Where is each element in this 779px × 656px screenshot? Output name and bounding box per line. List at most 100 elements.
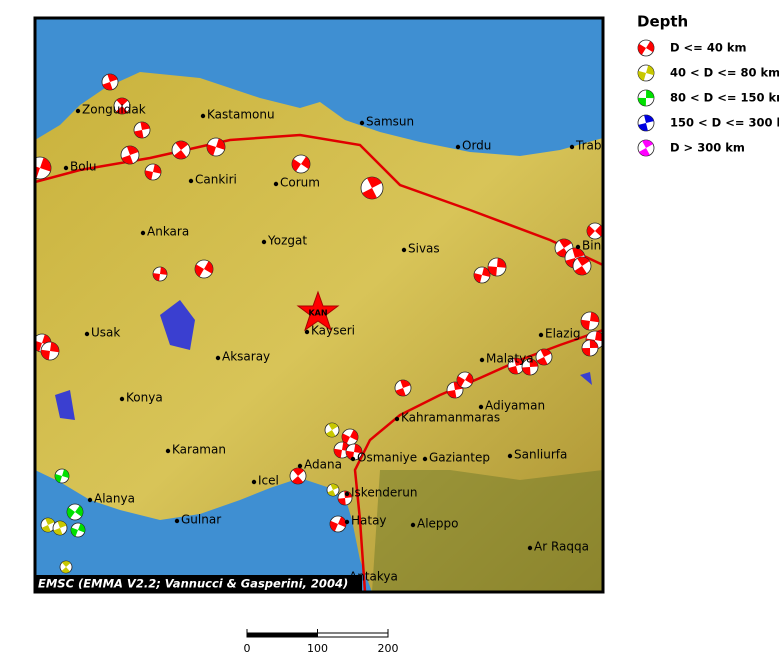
city-label: Aleppo bbox=[417, 517, 459, 531]
focal-mechanism-quadrant bbox=[362, 177, 382, 199]
city-label: Ar Raqqa bbox=[534, 540, 589, 554]
city-label: Sivas bbox=[408, 242, 440, 256]
city-dot bbox=[359, 120, 365, 126]
city-dot bbox=[215, 355, 221, 361]
focal-mechanism-quadrant bbox=[53, 521, 67, 535]
focal-mechanism-quadrant bbox=[41, 342, 59, 360]
focal-mechanism-quadrant bbox=[488, 258, 506, 276]
legend-label: 80 < D <= 150 km bbox=[670, 91, 779, 105]
lakes bbox=[55, 300, 592, 420]
focal-mechanism-quadrant bbox=[447, 382, 463, 398]
city-dot bbox=[251, 479, 257, 485]
legend-label: D <= 40 km bbox=[670, 41, 746, 55]
city-dot bbox=[165, 448, 171, 454]
focal-mechanism-quadrant bbox=[67, 505, 83, 519]
focal-mechanism-quadrant bbox=[587, 225, 603, 237]
city-dot bbox=[569, 144, 575, 150]
focal-mechanism-quadrant bbox=[195, 261, 213, 277]
focal-mechanism-quadrant bbox=[292, 156, 310, 172]
city-dot bbox=[63, 165, 69, 171]
city-dot bbox=[297, 463, 303, 469]
map-frame bbox=[33, 16, 605, 594]
epicenter-label: KAN bbox=[308, 309, 327, 318]
city-label: Trabzon bbox=[575, 139, 623, 153]
city-label: Sanliurfa bbox=[514, 448, 567, 462]
city-dot bbox=[350, 456, 356, 462]
city-dot bbox=[304, 329, 310, 335]
map-area: Zonguldak Kastamonu Samsun Ordu Trabzon Bolu C… bbox=[35, 18, 623, 592]
city-label: Adana bbox=[304, 458, 342, 472]
city-dot bbox=[344, 519, 350, 525]
city-dot bbox=[344, 491, 350, 497]
city-label: Usak bbox=[91, 326, 120, 340]
city-dot bbox=[188, 178, 194, 184]
city-label: Bingol bbox=[582, 239, 619, 253]
city-dot bbox=[575, 244, 581, 250]
focal-mechanism-quadrant bbox=[326, 423, 338, 437]
city-dot bbox=[394, 416, 400, 422]
focal-mechanism-quadrant bbox=[556, 239, 572, 257]
focal-mechanism-quadrant bbox=[638, 115, 654, 131]
scale-tick-label: 0 bbox=[244, 642, 251, 655]
focal-mechanism-quadrant bbox=[574, 257, 590, 275]
focal-mechanism-quadrant bbox=[35, 157, 51, 179]
focal-mechanism-quadrant bbox=[522, 359, 538, 375]
city-label: Gaziantep bbox=[429, 451, 490, 465]
focal-mechanism-quadrant bbox=[457, 373, 473, 387]
focal-mechanism-quadrant bbox=[581, 312, 599, 330]
city-label: Ordu bbox=[462, 139, 491, 153]
city-dot bbox=[538, 332, 544, 338]
focal-mechanism-quadrant bbox=[35, 334, 51, 352]
city-dot bbox=[87, 497, 93, 503]
city-dot bbox=[527, 545, 533, 551]
city-label: Osmaniye bbox=[357, 451, 417, 465]
focal-mechanism-quadrant bbox=[116, 98, 128, 114]
focal-mechanism-quadrant bbox=[638, 41, 654, 55]
focal-mechanism-quadrant bbox=[346, 444, 362, 460]
city-dot bbox=[422, 456, 428, 462]
city-dot bbox=[479, 357, 485, 363]
focal-mechanism-quadrant bbox=[134, 122, 150, 138]
city-label: Elazig bbox=[545, 327, 581, 341]
scale-bar-fill bbox=[247, 633, 318, 637]
city-label: Cankiri bbox=[195, 173, 237, 187]
focal-mechanism-quadrant bbox=[330, 516, 346, 532]
city-label: Konya bbox=[126, 391, 163, 405]
focal-mechanism-quadrant bbox=[121, 146, 139, 164]
city-dot bbox=[455, 144, 461, 150]
city-label: Kayseri bbox=[311, 324, 355, 338]
city-dot bbox=[478, 404, 484, 410]
city-dot bbox=[140, 230, 146, 236]
fault-naf bbox=[35, 133, 603, 267]
focal-mechanism-quadrant bbox=[508, 358, 524, 374]
legend-label: 40 < D <= 80 km bbox=[670, 66, 779, 80]
legend-title: Depth bbox=[637, 13, 688, 31]
scale-tick-label: 100 bbox=[307, 642, 328, 655]
city-label: Adiyaman bbox=[485, 399, 545, 413]
legend-label: 150 < D <= 300 km bbox=[670, 116, 779, 130]
focal-mechanism-quadrant bbox=[639, 140, 653, 156]
city-label: Corum bbox=[280, 176, 320, 190]
scale-tick-label: 200 bbox=[378, 642, 399, 655]
city-dot bbox=[401, 247, 407, 253]
lowland bbox=[372, 470, 603, 592]
city-label: Ankara bbox=[147, 225, 189, 239]
city-label: Aksaray bbox=[222, 350, 270, 364]
focal-mechanism-quadrant bbox=[41, 518, 55, 532]
focal-mechanism-quadrant bbox=[292, 468, 304, 484]
legend-label: D > 300 km bbox=[670, 141, 745, 155]
focal-mechanism-quadrant bbox=[638, 90, 654, 106]
city-dot bbox=[273, 181, 279, 187]
focal-mechanism-quadrant bbox=[334, 442, 350, 458]
focal-mechanism-quadrant bbox=[61, 561, 71, 573]
city-label: Malatya bbox=[486, 352, 534, 366]
focal-mechanism-quadrant bbox=[55, 469, 69, 483]
focal-mechanism-quadrant bbox=[536, 349, 552, 365]
focal-mechanism-quadrant bbox=[474, 267, 490, 283]
focal-mechanism-quadrant bbox=[145, 164, 161, 180]
epicenter-star bbox=[296, 290, 340, 332]
city-label: Karaman bbox=[172, 443, 226, 457]
credit-box bbox=[35, 575, 362, 592]
city-label: Zonguldak bbox=[82, 103, 146, 117]
